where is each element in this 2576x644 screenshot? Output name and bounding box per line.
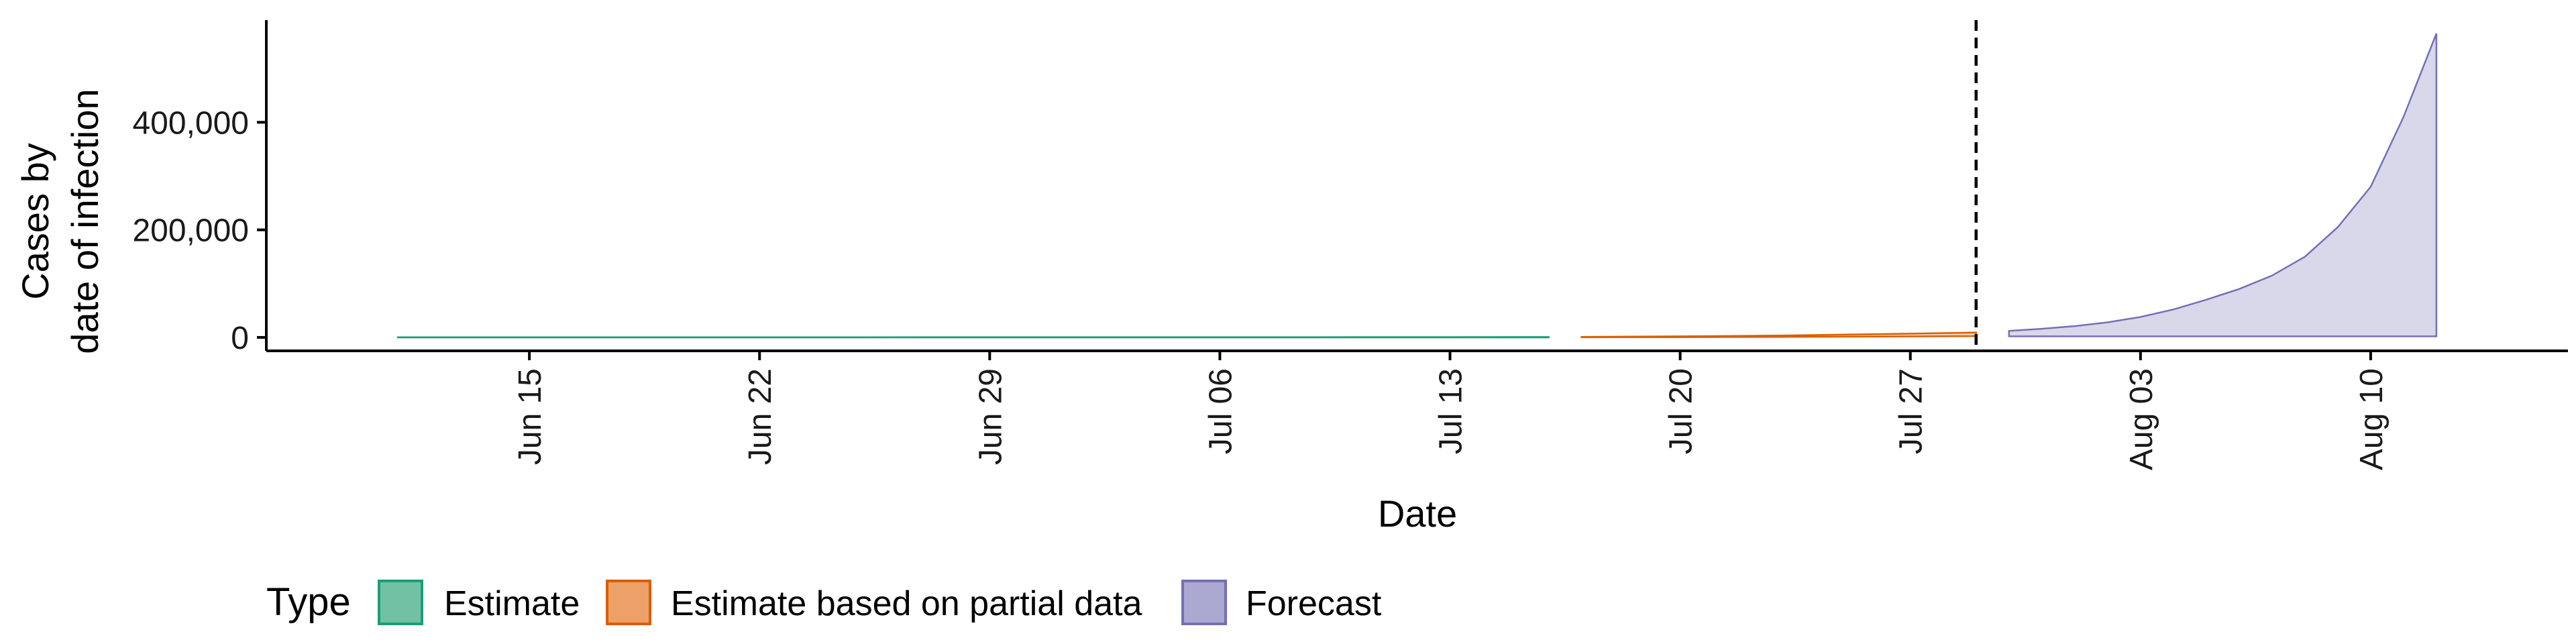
legend-label-forecast: Forecast [1246,584,1382,623]
series-band-estimate-based-on-partial-data [1580,331,1977,338]
y-tick-label: 400,000 [132,105,249,141]
x-tick-label: Jul 06 [1203,368,1238,454]
legend-swatch-forecast [1181,580,1227,625]
x-ticks: Jun 15 Jun 22 Jun 29 Jul 06 Jul 13 Jul 20 Jul … [513,351,2390,470]
legend-title: Type [266,580,351,624]
legend: Type Estimate Estimate based on partial … [266,580,1382,625]
legend-swatch-estimate [378,580,423,625]
legend-label-partial: Estimate based on partial data [671,584,1142,623]
x-tick-label: Jul 27 [1894,368,1929,454]
y-axis-title-line-2: date of infection [64,89,106,354]
series-layer [396,33,2438,339]
x-tick-label: Jun 29 [973,368,1008,465]
x-tick-label: Aug 10 [2354,368,2390,470]
legend-label-estimate: Estimate [444,584,580,623]
y-axis-title-line-1: Cases by [14,143,56,299]
x-tick-label: Jul 20 [1664,368,1699,454]
x-tick-label: Jun 15 [513,368,548,465]
x-tick-label: Aug 03 [2124,368,2159,470]
axes-layer: 0 200,000 400,000 Jun 15 Jun 22 Jun 29 Jul 06… [132,20,2568,470]
y-ticks: 0 200,000 400,000 [132,105,266,356]
x-tick-label: Jun 22 [743,368,778,465]
y-axis-title: Cases by date of infection [14,89,106,354]
y-tick-label: 0 [231,321,249,356]
series-band-forecast [2008,33,2438,337]
x-axis-title: Date [1378,492,1457,535]
y-tick-label: 200,000 [132,213,249,249]
legend-swatch-partial [606,580,651,625]
x-tick-label: Jul 13 [1434,368,1469,454]
